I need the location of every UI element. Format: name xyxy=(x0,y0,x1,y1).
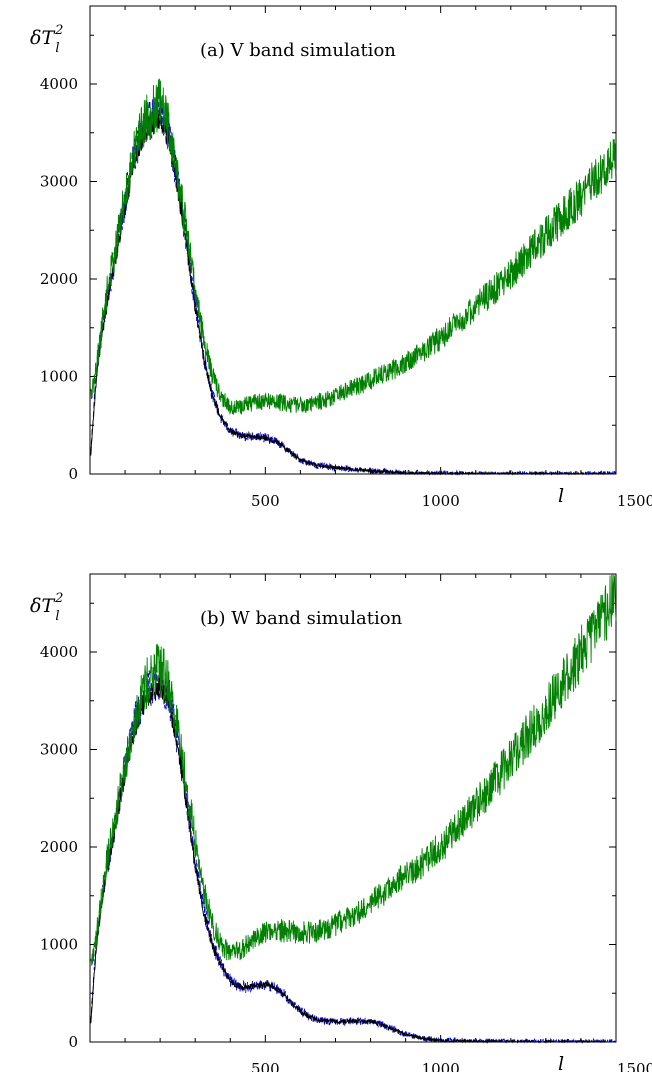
tick-marks xyxy=(90,574,616,1042)
y-tick-label: 4000 xyxy=(40,75,78,93)
series-layer xyxy=(90,78,617,476)
panel-annotation: (b) W band simulation xyxy=(200,608,403,629)
x-axis-label: l xyxy=(558,485,564,507)
plot-frame xyxy=(89,573,617,1043)
tick-marks xyxy=(90,6,616,474)
y-tick-label: 2000 xyxy=(40,270,78,288)
panel-a: 500 1000 1500 0 1000 2000 3000 4000 (a) V band … xyxy=(30,5,652,510)
y-tick-label: 4000 xyxy=(40,643,78,661)
tick-labels: 500 1000 1500 0 1000 2000 3000 4000 xyxy=(40,643,652,1072)
y-axis-label: δT2 l xyxy=(30,23,63,56)
y-tick-label: 0 xyxy=(68,1033,78,1051)
x-tick-label: 1500 xyxy=(617,1060,652,1072)
x-tick-label: 500 xyxy=(251,492,280,510)
panel-annotation: (a) V band simulation xyxy=(200,40,396,61)
series-layer xyxy=(90,573,617,1044)
y-axis-label: δT2 l xyxy=(30,591,63,624)
y-tick-label: 1000 xyxy=(40,936,78,954)
tick-labels: 500 1000 1500 0 1000 2000 3000 4000 xyxy=(40,75,652,510)
x-tick-label: 1000 xyxy=(422,1060,460,1072)
y-tick-label: 1000 xyxy=(40,368,78,386)
panel-b: 500 1000 1500 0 1000 2000 3000 4000 (b) W band … xyxy=(30,573,652,1072)
x-tick-label: 500 xyxy=(251,1060,280,1072)
series-line xyxy=(90,675,617,1044)
x-tick-label: 1000 xyxy=(422,492,460,510)
y-tick-label: 2000 xyxy=(40,838,78,856)
y-tick-label: 3000 xyxy=(40,173,78,191)
x-tick-label: 1500 xyxy=(617,492,652,510)
x-axis-label: l xyxy=(558,1053,564,1072)
series-line xyxy=(90,78,617,415)
y-tick-label: 3000 xyxy=(40,741,78,759)
plot-frame xyxy=(89,5,617,475)
y-tick-label: 0 xyxy=(68,465,78,483)
series-line xyxy=(90,573,617,966)
series-line xyxy=(90,107,617,476)
series-line xyxy=(90,98,617,476)
